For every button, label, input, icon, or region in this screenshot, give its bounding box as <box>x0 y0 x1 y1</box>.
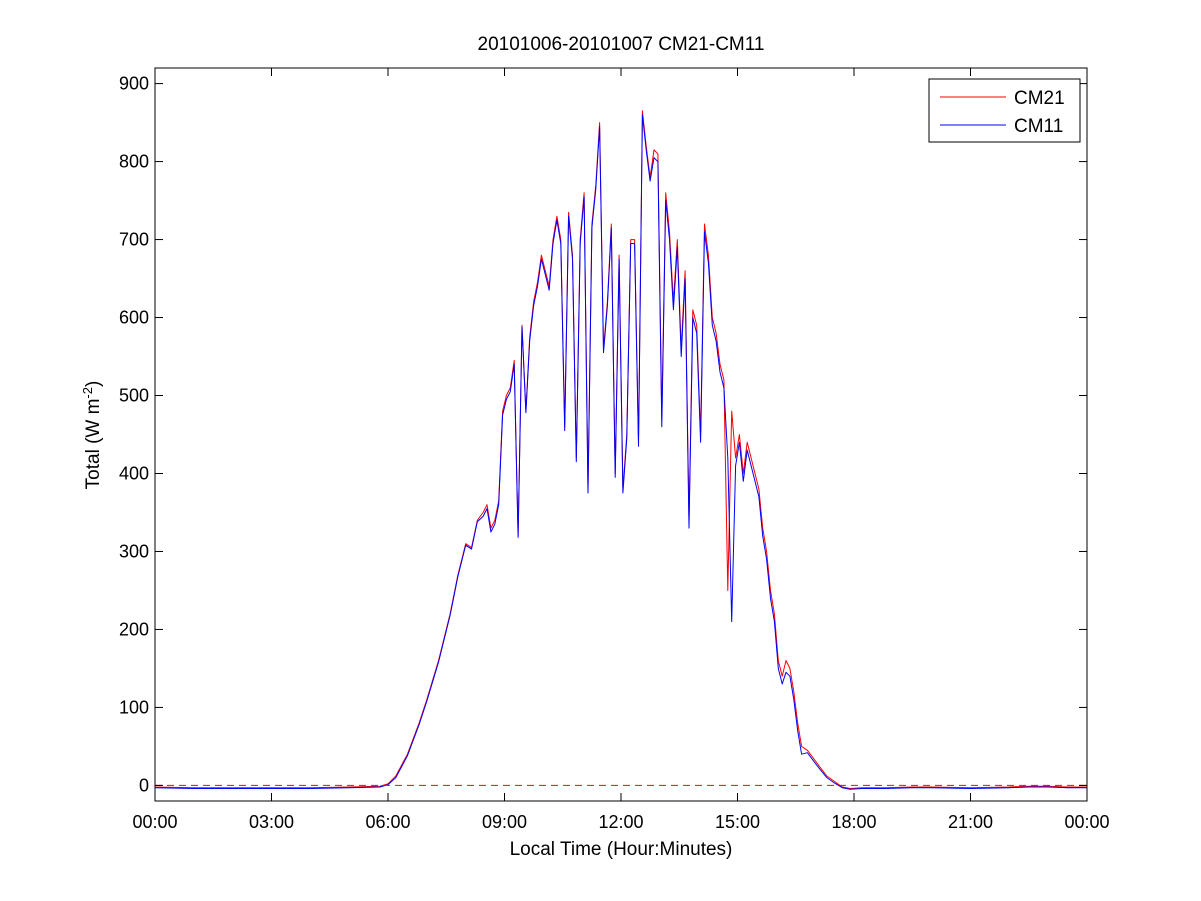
y-axis-label-close: ) <box>83 381 104 387</box>
x-tick-label: 12:00 <box>598 812 643 832</box>
y-tick-label: 700 <box>119 230 149 250</box>
x-tick-label: 03:00 <box>249 812 294 832</box>
y-tick-label: 600 <box>119 308 149 328</box>
x-tick-label: 00:00 <box>132 812 177 832</box>
series-layer <box>154 110 1087 790</box>
y-tick-label: 400 <box>119 463 149 483</box>
y-axis-label-superscript: -2 <box>80 387 95 399</box>
x-tick-label: 09:00 <box>482 812 527 832</box>
y-tick-label: 500 <box>119 386 149 406</box>
y-tick-label: 900 <box>119 74 149 94</box>
y-tick-label: 0 <box>139 775 149 795</box>
y-tick-label: 200 <box>119 619 149 639</box>
x-tick-label: 06:00 <box>365 812 410 832</box>
y-axis-ticks: 0 100 200 300 400 500 600 700 800 900 <box>119 74 1087 795</box>
plot-area: 00:00 03:00 06:00 09:00 12:00 15:00 18:00 21:00… <box>119 67 1110 832</box>
y-axis-label-main: Total (W m <box>83 399 104 490</box>
x-tick-label: 18:00 <box>831 812 876 832</box>
y-axis-label: Total (W m-2) <box>80 381 104 490</box>
legend: CM21 CM11 <box>928 78 1081 143</box>
y-tick-label: 100 <box>119 697 149 717</box>
legend-label-cm11: CM11 <box>1014 116 1063 137</box>
y-tick-label: 300 <box>119 541 149 561</box>
x-axis-label: Local Time (Hour:Minutes) <box>510 839 733 860</box>
x-axis-ticks: 00:00 03:00 06:00 09:00 12:00 15:00 18:00 21:00… <box>132 68 1110 832</box>
x-tick-label: 21:00 <box>948 812 993 832</box>
legend-box <box>928 78 1081 143</box>
x-tick-label: 00:00 <box>1064 812 1109 832</box>
chart-title: 20101006-20101007 CM21-CM11 <box>478 34 765 55</box>
y-tick-label: 800 <box>119 152 149 172</box>
legend-label-cm21: CM21 <box>1014 88 1065 109</box>
series-line-cm11 <box>154 114 1087 790</box>
plot-frame <box>154 67 1088 802</box>
x-tick-label: 15:00 <box>715 812 760 832</box>
